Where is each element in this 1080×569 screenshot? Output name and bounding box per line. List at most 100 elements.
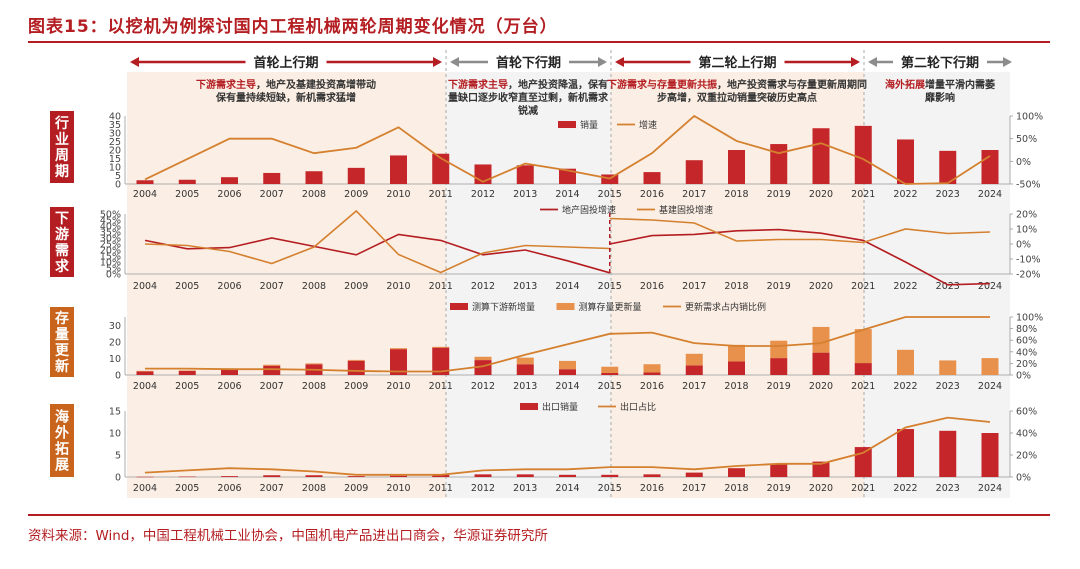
right-tick-label: 10% — [1016, 225, 1037, 236]
x-tick-label: 2010 — [386, 381, 410, 392]
bar-new — [347, 360, 365, 375]
x-tick-label: 2012 — [471, 281, 495, 292]
x-tick-label: 2004 — [133, 381, 157, 392]
x-tick-label: 2023 — [936, 483, 960, 494]
right-tick-label: 100% — [1016, 112, 1043, 123]
x-tick-label: 2005 — [175, 381, 199, 392]
line-segment — [144, 233, 610, 274]
bar — [897, 139, 914, 184]
bar — [728, 150, 745, 184]
x-tick-label: 2006 — [217, 189, 241, 200]
x-tick-label: 2012 — [471, 483, 495, 494]
bar — [559, 168, 576, 184]
phase-arrowhead-right — [1003, 57, 1012, 67]
x-tick-label: 2006 — [217, 381, 241, 392]
bar-update — [390, 348, 407, 350]
bar — [685, 160, 703, 184]
series-测算存量更新量 — [136, 326, 999, 375]
bar-update — [812, 326, 830, 353]
bar-update — [897, 349, 914, 375]
bar — [390, 155, 407, 184]
phase-desc-line: 海外拓展增量平滑内需萎 — [885, 78, 996, 91]
left-tick-label: 45% — [100, 216, 121, 227]
x-tick-label: 2022 — [893, 381, 917, 392]
left-axis: 0 5 10 15 — [109, 407, 126, 484]
left-tick-label: 15% — [100, 252, 121, 263]
bar-update — [432, 346, 450, 348]
phase-header-3: 第二轮上行期下游需求与存量更新共振，地产投资需求与存量更新周期同步高增，双重拉动… — [607, 55, 867, 104]
left-tick-label: 25 — [109, 137, 121, 148]
bar — [221, 476, 238, 477]
bar-update — [770, 340, 788, 359]
x-axis: 2004 2005 2006 2007 2008 2009 2010 2011 2012 2013… — [133, 189, 1002, 200]
x-tick-label: 2023 — [936, 381, 960, 392]
left-tick-label: 20 — [109, 146, 121, 157]
x-tick-label: 2007 — [260, 281, 284, 292]
x-tick-label: 2006 — [217, 483, 241, 494]
x-tick-label: 2005 — [175, 483, 199, 494]
right-tick-label: 0% — [1016, 371, 1031, 382]
x-tick-label: 2021 — [851, 189, 875, 200]
bar-update — [559, 360, 576, 370]
legend-swatch — [520, 403, 538, 410]
x-tick-label: 2008 — [302, 483, 326, 494]
bar — [897, 429, 914, 477]
line-segment — [144, 209, 610, 274]
bar — [685, 472, 703, 477]
title-rule — [28, 41, 1050, 43]
x-tick-label: 2016 — [640, 483, 664, 494]
x-tick-label: 2014 — [555, 281, 579, 292]
x-tick-label: 2019 — [767, 483, 791, 494]
x-tick-label: 2011 — [429, 281, 453, 292]
bar-new — [728, 361, 745, 375]
bar — [178, 179, 196, 184]
legend-label: 测算下游新增量 — [472, 301, 535, 313]
bar-update — [516, 357, 534, 365]
bar — [516, 165, 534, 184]
right-axis: 0%20%40%60%80%100% — [1009, 313, 1043, 382]
x-tick-label: 2007 — [260, 483, 284, 494]
left-tick-label: 35 — [109, 120, 121, 131]
x-tick-label: 2017 — [682, 189, 706, 200]
legend-label: 出口占比 — [620, 401, 656, 413]
x-tick-label: 2010 — [386, 281, 410, 292]
phase-desc-line: 下游需求主导，地产及基建投资高增带动 — [196, 78, 376, 91]
left-tick-label: 40% — [100, 222, 121, 233]
bar — [474, 474, 492, 477]
left-tick-label: 0% — [106, 270, 121, 281]
x-tick-label: 2009 — [344, 281, 368, 292]
phase-desc-line: 步高增，双重拉动销量突破历史高点 — [657, 91, 817, 104]
bar-update — [136, 370, 154, 372]
bar — [263, 172, 281, 184]
series-增速 — [144, 114, 991, 185]
bar — [643, 474, 661, 477]
phase-arrowhead-left — [615, 57, 624, 67]
series-销量 — [136, 125, 999, 184]
left-tick-label: 20% — [100, 246, 121, 257]
bar-new — [474, 360, 492, 375]
series-测算下游新增量 — [136, 347, 872, 375]
bar — [981, 150, 999, 184]
left-tick-label: 10 — [109, 354, 121, 365]
right-tick-label: 100% — [1016, 313, 1043, 324]
left-tick-label: 5 — [115, 451, 121, 462]
legend-label: 增速 — [639, 119, 657, 131]
x-tick-label: 2008 — [302, 381, 326, 392]
left-tick-label: 10 — [109, 429, 121, 440]
x-tick-label: 2015 — [598, 189, 622, 200]
x-tick-label: 2016 — [640, 189, 664, 200]
line-segment — [609, 228, 991, 286]
bar-new — [390, 349, 407, 375]
x-tick-label: 2009 — [344, 189, 368, 200]
x-tick-label: 2013 — [513, 483, 537, 494]
panel-label-box — [50, 207, 74, 277]
right-tick-label: 20% — [1016, 210, 1037, 221]
x-tick-label: 2004 — [133, 281, 157, 292]
bar-update — [685, 353, 703, 366]
x-tick-label: 2023 — [936, 281, 960, 292]
x-tick-label: 2015 — [598, 381, 622, 392]
bar-update — [728, 344, 745, 362]
left-tick-label: 30 — [109, 129, 121, 140]
